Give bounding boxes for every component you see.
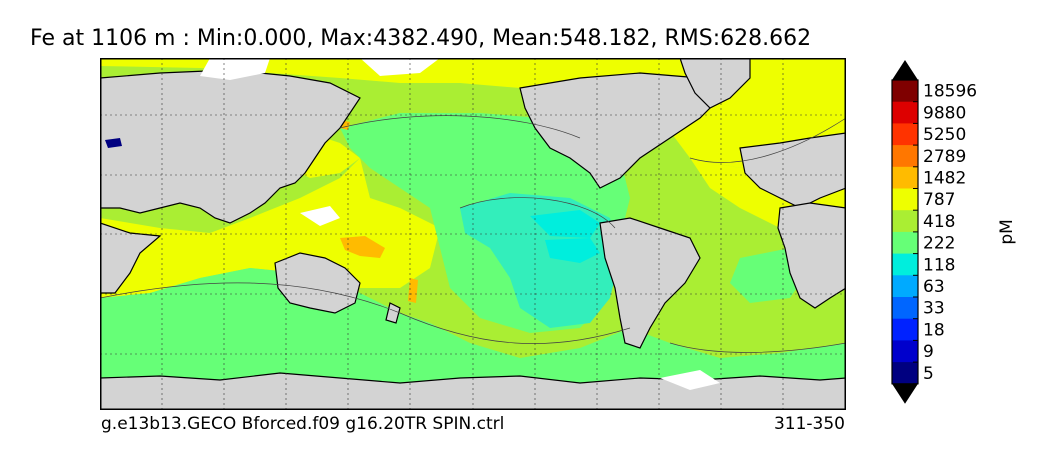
missing-data <box>200 58 270 80</box>
colorbar-tick-label: 9880 <box>923 103 966 123</box>
colorbar-tick-label: 1482 <box>923 169 966 189</box>
figure-title: Fe at 1106 m : Min:0.000, Max:4382.490, … <box>30 26 812 51</box>
year-range-label: 311-350 <box>773 414 845 434</box>
colorbar-tick-label: 118 <box>923 255 955 275</box>
level-1482-region <box>340 236 385 258</box>
colorbar-cell <box>892 210 918 233</box>
land-africa <box>777 202 846 309</box>
colorbar-tick-label: 18 <box>923 320 945 340</box>
colorbar-cell <box>892 340 918 363</box>
colorbar-cell <box>892 188 918 211</box>
contour-line <box>339 115 581 139</box>
colorbar-tick-label: 787 <box>923 190 955 210</box>
colorbar-cell <box>892 362 918 385</box>
colorbar-bottom-arrow <box>892 383 918 404</box>
land-antarctica <box>100 372 846 410</box>
colorbar-unit-label: pM <box>997 219 1017 244</box>
colorbar-frame <box>891 79 919 385</box>
contour-line <box>689 117 846 163</box>
colorbar-cell <box>892 231 918 255</box>
run-name-label: g.e13b13.GECO Bforced.f09 g16.20TR SPIN.… <box>101 414 505 434</box>
colorbar-tick-label: 222 <box>923 234 955 254</box>
colorbar-cell <box>892 297 918 320</box>
ocean-map <box>100 58 846 410</box>
colorbar-cell <box>892 275 918 298</box>
level-63-region <box>530 210 600 238</box>
colorbar: 1859698805250278914827874182221186333189… <box>891 60 1017 404</box>
colorbar-tick-label: 418 <box>923 212 955 232</box>
land-south-america <box>599 217 701 349</box>
colorbar-cell <box>892 80 918 103</box>
colorbar-tick-label: 5250 <box>923 125 966 145</box>
colorbar-cell <box>892 318 918 341</box>
colorbar-cell <box>892 101 918 124</box>
missing-data <box>300 206 340 226</box>
land-new-zealand <box>385 302 401 324</box>
land-eurasia <box>739 132 846 209</box>
level-1482-region <box>408 278 418 303</box>
contour-line <box>669 342 846 353</box>
colorbar-tick-label: 2789 <box>923 147 966 167</box>
contour-line <box>459 197 616 229</box>
land-africa <box>100 222 162 294</box>
colorbar-top-arrow <box>892 60 918 80</box>
colorbar-tick-label: 9 <box>923 342 934 362</box>
colorbar-tick-label: 33 <box>923 299 945 319</box>
missing-data <box>660 370 720 390</box>
colorbar-tick-label: 18596 <box>923 82 977 102</box>
colorbar-cell <box>892 145 918 168</box>
level-787-region <box>100 158 440 298</box>
colorbar-tick-label: 63 <box>923 277 945 297</box>
contour-line <box>100 282 631 344</box>
level-5-region <box>105 138 122 148</box>
colorbar-cell <box>892 253 918 276</box>
colorbar-cell <box>892 166 918 189</box>
colorbar-tick-label: 5 <box>923 364 934 384</box>
colorbar-cell <box>892 123 918 146</box>
missing-data <box>360 58 440 76</box>
land-eurasia <box>100 69 361 224</box>
land-north-america <box>519 72 721 189</box>
map-frame <box>100 58 846 410</box>
level-63-region <box>545 238 600 263</box>
land-greenland <box>679 58 751 109</box>
